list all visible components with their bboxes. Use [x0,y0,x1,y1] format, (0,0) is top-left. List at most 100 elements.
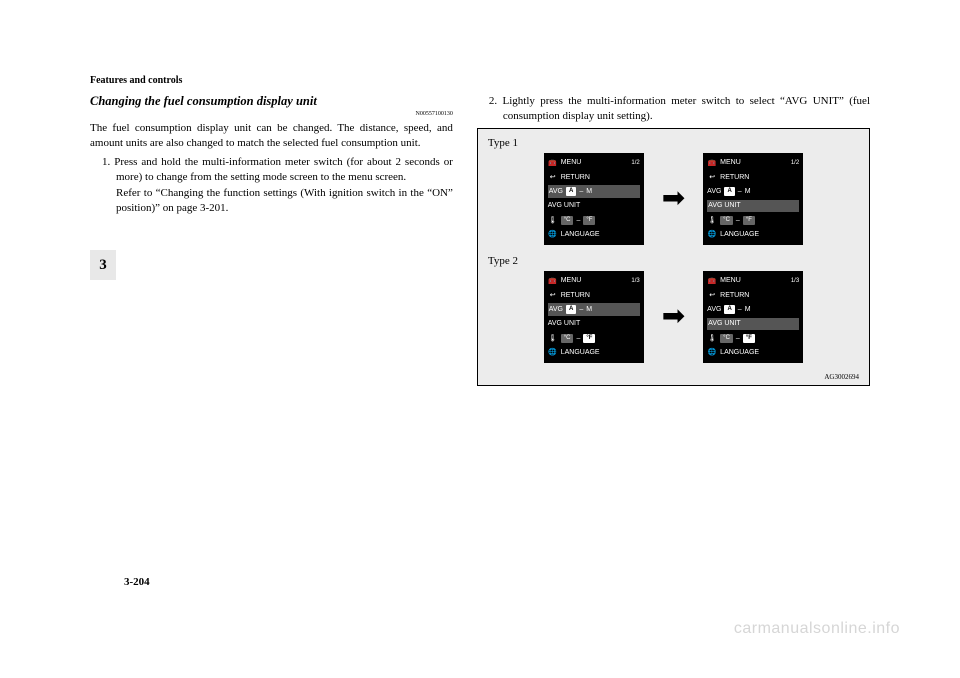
figure-code: AG3002694 [488,373,859,381]
thermometer-icon: 🌡 [548,216,558,225]
page-frac: 1/3 [791,278,799,284]
return-label: RETURN [720,292,749,299]
row-temp: 🌡 °C – °F [707,214,799,226]
intro-text: The fuel consumption display unit can be… [90,121,453,151]
toolbox-icon: 🧰 [548,158,558,167]
thermometer-icon: 🌡 [548,334,558,343]
degc: °C [561,334,574,343]
row-avgunit: AVG UNIT [548,318,640,330]
return-label: RETURN [561,292,590,299]
page-frac: 1/2 [791,160,799,166]
degf: °F [583,216,595,225]
page-frac: 1/3 [631,278,639,284]
row-menu: 🧰 MENU 1/2 [707,157,799,169]
degc: °C [720,216,733,225]
avgunit-label: AVG UNIT [708,320,741,327]
row-temp: 🌡 °C – °F [707,332,799,344]
row-avg: AVG A – M [548,185,640,197]
menu-label: MENU [561,277,582,284]
row-return: ↩ RETURN [548,289,640,301]
row-avg: AVG A – M [707,185,799,197]
avg-a: A [566,187,576,196]
degf: °F [743,334,755,343]
row-lang: 🌐 LANGUAGE [548,228,640,240]
return-label: RETURN [561,174,590,181]
row-avgunit: AVG UNIT [707,318,799,330]
avg-label: AVG [707,188,721,195]
content-columns: Changing the fuel consumption display un… [90,94,870,386]
avg-a: A [724,187,734,196]
avg-label: AVG [549,306,563,313]
dash2: – [736,335,740,342]
row-lang: 🌐 LANGUAGE [707,228,799,240]
degf: °F [743,216,755,225]
row-avgunit: AVG UNIT [548,200,640,212]
dash: – [738,306,742,313]
row-lang: 🌐 LANGUAGE [707,346,799,358]
avgunit-label: AVG UNIT [548,202,581,209]
dash2: – [576,217,580,224]
row-menu: 🧰 MENU 1/2 [548,157,640,169]
avg-a: A [566,305,576,314]
page-header: Features and controls [90,75,870,86]
screen-type2-left: 🧰 MENU 1/3 ↩ RETURN AVG A – M [544,271,644,363]
watermark: carmanualsonline.info [734,620,900,638]
avg-m: M [745,306,751,313]
row-menu: 🧰 MENU 1/3 [707,275,799,287]
degc: °C [720,334,733,343]
page-number: 3-204 [124,576,150,588]
arrow-icon: ➡ [662,185,685,213]
avgunit-label: AVG UNIT [548,320,581,327]
row-menu: 🧰 MENU 1/3 [548,275,640,287]
return-icon: ↩ [707,173,717,182]
row-avg: AVG A – M [707,303,799,315]
dash2: – [736,217,740,224]
avg-m: M [586,306,592,313]
toolbox-icon: 🧰 [707,276,717,285]
dash2: – [576,335,580,342]
dash: – [738,188,742,195]
lang-label: LANGUAGE [720,231,759,238]
step-1-sub: Refer to “Changing the function settings… [90,186,453,216]
screen-type1-right: 🧰 MENU 1/2 ↩ RETURN AVG A – M [703,153,803,245]
return-label: RETURN [720,174,749,181]
menu-label: MENU [561,159,582,166]
lang-label: LANGUAGE [561,231,600,238]
globe-icon: 🌐 [707,230,717,239]
row-return: ↩ RETURN [707,171,799,183]
menu-label: MENU [720,159,741,166]
right-column: 2. Lightly press the multi-information m… [477,94,870,386]
avg-a: A [724,305,734,314]
avg-label: AVG [707,306,721,313]
figure-box: Type 1 🧰 MENU 1/2 ↩ RETURN AV [477,128,870,386]
step-1: 1. Press and hold the multi-information … [90,155,453,185]
type2-label: Type 2 [488,255,859,267]
step-2: 2. Lightly press the multi-information m… [477,94,870,124]
globe-icon: 🌐 [707,348,717,357]
avg-m: M [586,188,592,195]
menu-label: MENU [720,277,741,284]
return-icon: ↩ [548,291,558,300]
return-icon: ↩ [707,291,717,300]
left-column: Changing the fuel consumption display un… [90,94,453,386]
lang-label: LANGUAGE [720,349,759,356]
row-avgunit: AVG UNIT [707,200,799,212]
return-icon: ↩ [548,173,558,182]
dash: – [579,306,583,313]
row-lang: 🌐 LANGUAGE [548,346,640,358]
avg-m: M [745,188,751,195]
row-return: ↩ RETURN [707,289,799,301]
globe-icon: 🌐 [548,348,558,357]
section-title: Changing the fuel consumption display un… [90,94,453,109]
dash: – [579,188,583,195]
avg-label: AVG [549,188,563,195]
type1-row: 🧰 MENU 1/2 ↩ RETURN AVG A – M [488,153,859,245]
screen-type2-right: 🧰 MENU 1/3 ↩ RETURN AVG A – M [703,271,803,363]
arrow-icon: ➡ [662,303,685,331]
manual-page: Features and controls Changing the fuel … [0,0,960,678]
doc-code: N00557100130 [90,111,453,117]
type1-label: Type 1 [488,137,859,149]
chapter-tab: 3 [90,250,116,280]
lang-label: LANGUAGE [561,349,600,356]
degc: °C [561,216,574,225]
